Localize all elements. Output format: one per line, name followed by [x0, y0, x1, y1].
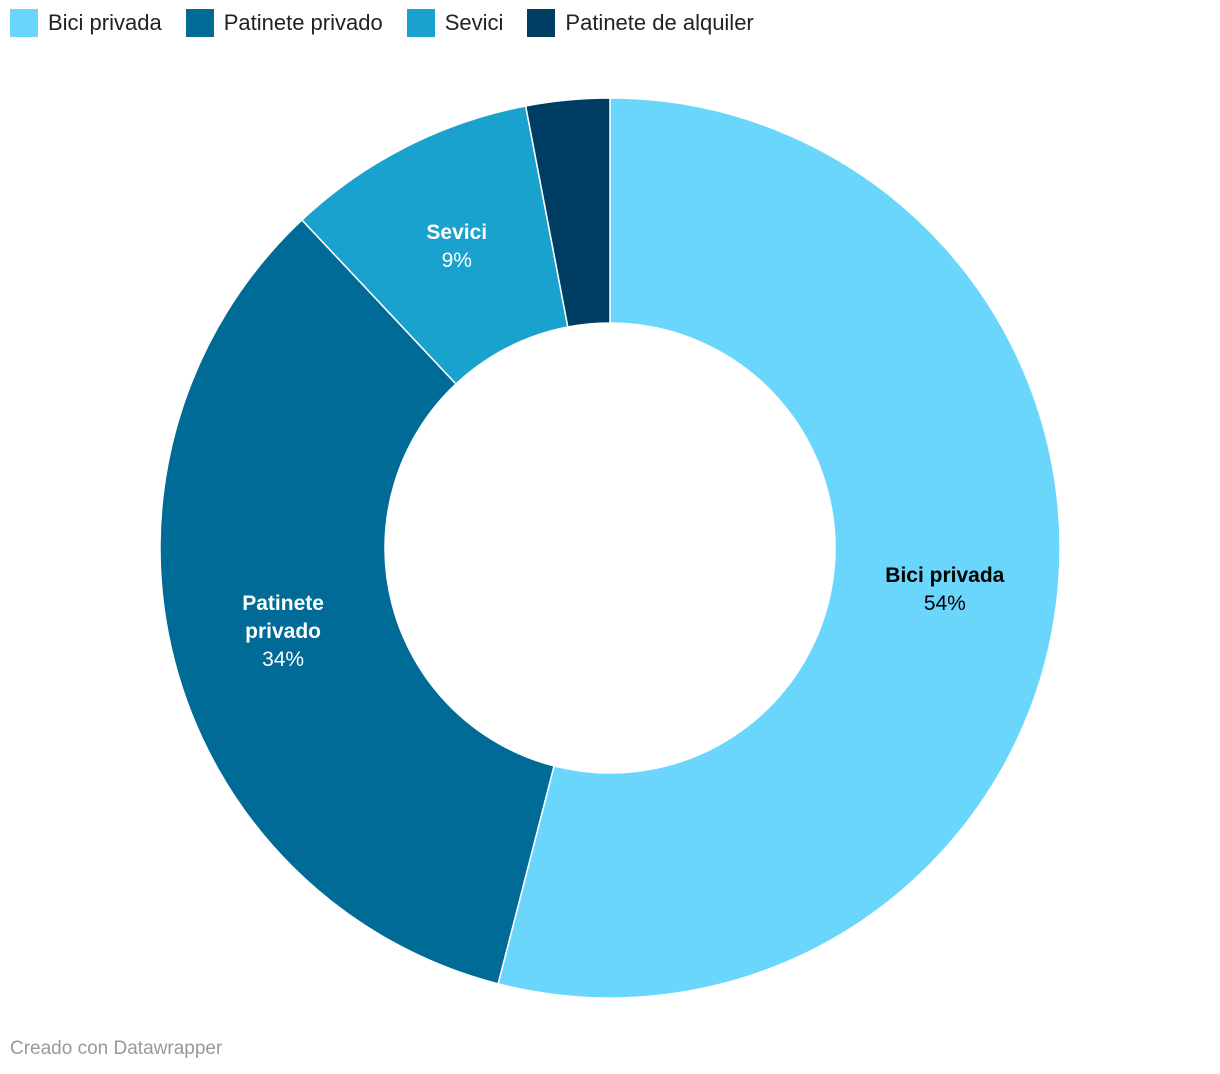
legend: Bici privada Patinete privado Sevici Patine… — [10, 9, 754, 37]
slice-value: 54% — [923, 592, 966, 616]
legend-label: Sevici — [444, 10, 504, 35]
slice-value: 34% — [262, 647, 305, 671]
legend-swatch — [406, 9, 435, 37]
legend-label: Patinete privado — [223, 10, 383, 35]
legend-swatch — [10, 9, 38, 37]
credit: Creado con Datawrapper — [10, 1038, 223, 1059]
legend-label: Patinete de alquiler — [565, 10, 754, 35]
slice-value: 9% — [441, 249, 472, 273]
legend-item: Bici privada — [10, 9, 162, 37]
slice-label: Sevici 9% — [426, 219, 487, 275]
slice-label: Patinete privado 34% — [218, 590, 348, 674]
slice — [524, 97, 611, 328]
legend-swatch — [527, 9, 556, 37]
legend-item: Sevici — [406, 9, 504, 37]
slice-category: Sevici — [426, 221, 488, 245]
legend-item: Patinete de alquiler — [527, 9, 754, 37]
legend-swatch — [185, 9, 214, 37]
legend-item: Patinete privado — [185, 9, 383, 37]
slice-label: Bici privada 54% — [885, 562, 1004, 618]
slice-category: Bici privada — [885, 564, 1005, 588]
slice — [159, 218, 555, 985]
legend-label: Bici privada — [48, 10, 162, 35]
slice — [497, 97, 1061, 999]
slice-category: Patinete privado — [242, 591, 324, 643]
